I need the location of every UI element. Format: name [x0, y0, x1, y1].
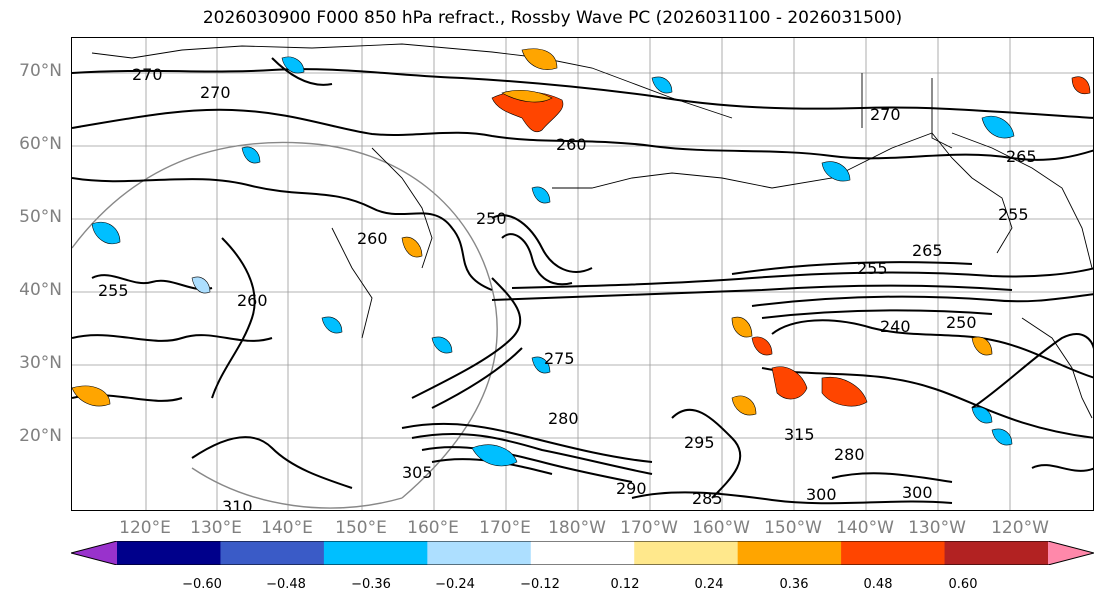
map-canvas: 270 270 270 260 260 260 255 255 255 250 … [72, 38, 1093, 511]
colorbar-extend-low [71, 541, 117, 565]
map-panel[interactable]: 270 270 270 260 260 260 255 255 255 250 … [71, 37, 1094, 511]
contour-label: 315 [784, 425, 815, 444]
colorbar-tick-label: −0.36 [351, 577, 391, 592]
lon-label-180w: 180°W [548, 518, 606, 538]
colorbar-segment [944, 541, 1049, 565]
contour-label: 250 [946, 313, 977, 332]
colorbar-extend-high [1048, 541, 1094, 565]
colorbar-tick-label: 0.24 [694, 577, 724, 592]
contour-label: 280 [834, 445, 865, 464]
contours [72, 57, 1093, 505]
contour-label: 260 [237, 291, 268, 310]
contour-label: 250 [476, 209, 507, 228]
contour-label: 275 [544, 349, 575, 368]
lon-label-140w: 140°W [836, 518, 894, 538]
contour-label: 255 [98, 281, 129, 300]
contour-label: 300 [806, 485, 837, 504]
colorbar-tick-label: 0.12 [610, 577, 640, 592]
contour-label: 260 [556, 135, 587, 154]
contour-label: 300 [902, 483, 933, 502]
lon-label-140e: 140°E [261, 518, 313, 538]
great-circle [72, 141, 498, 509]
contour-label: 265 [912, 241, 943, 260]
contour-label: 310 [222, 497, 253, 511]
lat-label-60n: 60°N [19, 134, 62, 154]
colorbar-segment [117, 541, 221, 565]
colorbar-segment [323, 541, 428, 565]
colorbar-canvas [71, 541, 1094, 565]
lon-label-170e: 170°E [479, 518, 531, 538]
colorbar-tick-label: 0.60 [948, 577, 978, 592]
lat-label-30n: 30°N [19, 353, 62, 373]
lat-label-40n: 40°N [19, 280, 62, 300]
coastlines [91, 43, 1093, 419]
lon-label-170w: 170°W [620, 518, 678, 538]
contour-label: 255 [857, 259, 888, 278]
colorbar-tick-label: 0.36 [779, 577, 809, 592]
lon-label-130e: 130°E [190, 518, 242, 538]
contour-label: 270 [870, 105, 901, 124]
lon-label-160w: 160°W [692, 518, 750, 538]
colorbar [71, 541, 1094, 565]
colorbar-tick-label: −0.12 [520, 577, 560, 592]
contour-label: 290 [616, 479, 647, 498]
colorbar-segment [841, 541, 946, 565]
contour-labels: 270 270 270 260 260 260 255 255 255 250 … [98, 65, 1037, 511]
contour-label: 280 [548, 409, 579, 428]
colorbar-segment [530, 541, 635, 565]
colorbar-tick-label: −0.24 [435, 577, 475, 592]
lon-label-130w: 130°W [908, 518, 966, 538]
colorbar-segment [634, 541, 739, 565]
colorbar-tick-label: −0.60 [182, 577, 222, 592]
contour-label: 265 [1006, 147, 1037, 166]
contour-label: 305 [402, 463, 433, 482]
lon-label-150w: 150°W [764, 518, 822, 538]
map-title: 2026030900 F000 850 hPa refract., Rossby… [202, 8, 903, 28]
contour-label: 295 [684, 433, 715, 452]
lon-label-120w: 120°W [991, 518, 1049, 538]
colorbar-segment [220, 541, 325, 565]
lon-label-120e: 120°E [119, 518, 171, 538]
colorbar-segment [737, 541, 842, 565]
lat-label-70n: 70°N [19, 61, 62, 81]
lat-label-20n: 20°N [19, 426, 62, 446]
shaded-anomalies [72, 48, 1091, 467]
colorbar-tick-label: −0.48 [266, 577, 306, 592]
colorbar-tick-label: 0.48 [863, 577, 893, 592]
lon-label-160e: 160°E [407, 518, 459, 538]
contour-label: 270 [200, 83, 231, 102]
lat-label-50n: 50°N [19, 207, 62, 227]
colorbar-segment [427, 541, 532, 565]
contour-label: 255 [998, 205, 1029, 224]
contour-label: 260 [357, 229, 388, 248]
contour-label: 240 [880, 317, 911, 336]
contour-label: 285 [692, 489, 723, 508]
lon-label-150e: 150°E [335, 518, 387, 538]
contour-label: 270 [132, 65, 163, 84]
